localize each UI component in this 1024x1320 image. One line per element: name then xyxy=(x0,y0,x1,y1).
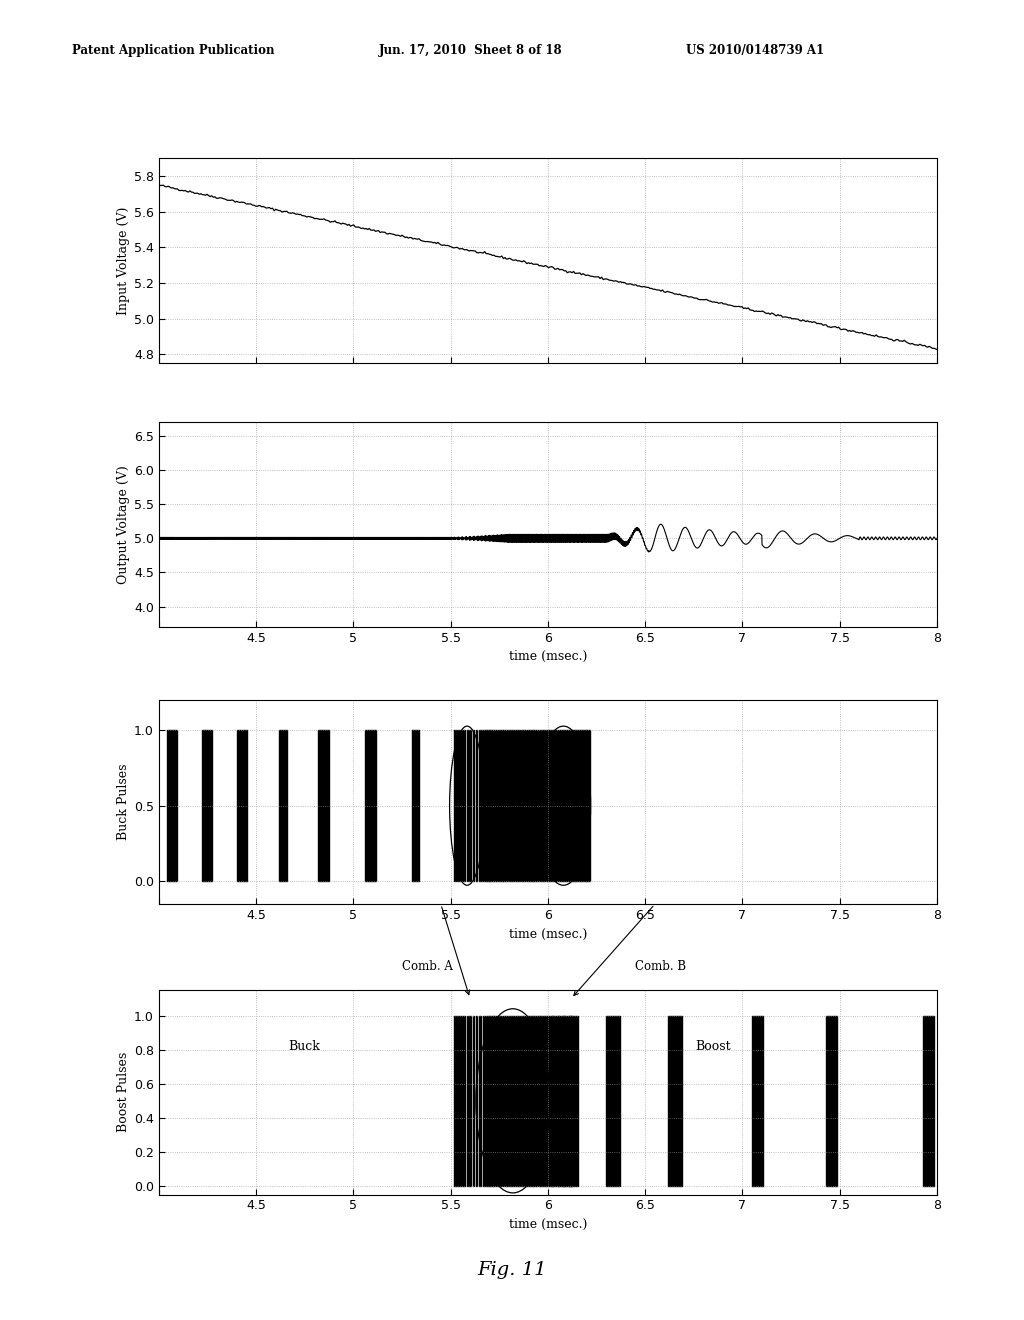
Text: Comb. B: Comb. B xyxy=(635,960,686,973)
Text: Patent Application Publication: Patent Application Publication xyxy=(72,44,274,57)
Text: Jun. 17, 2010  Sheet 8 of 18: Jun. 17, 2010 Sheet 8 of 18 xyxy=(379,44,562,57)
Y-axis label: Boost Pulses: Boost Pulses xyxy=(117,1052,130,1133)
Text: US 2010/0148739 A1: US 2010/0148739 A1 xyxy=(686,44,824,57)
Text: Comb. A: Comb. A xyxy=(401,960,453,973)
Text: Boost: Boost xyxy=(695,1040,731,1053)
Text: Buck: Buck xyxy=(289,1040,321,1053)
Y-axis label: Output Voltage (V): Output Voltage (V) xyxy=(117,466,130,583)
X-axis label: time (msec.): time (msec.) xyxy=(509,1218,587,1232)
X-axis label: time (msec.): time (msec.) xyxy=(509,651,587,664)
Y-axis label: Input Voltage (V): Input Voltage (V) xyxy=(117,206,130,315)
Y-axis label: Buck Pulses: Buck Pulses xyxy=(117,764,130,840)
Text: Fig. 11: Fig. 11 xyxy=(477,1261,547,1279)
X-axis label: time (msec.): time (msec.) xyxy=(509,928,587,941)
